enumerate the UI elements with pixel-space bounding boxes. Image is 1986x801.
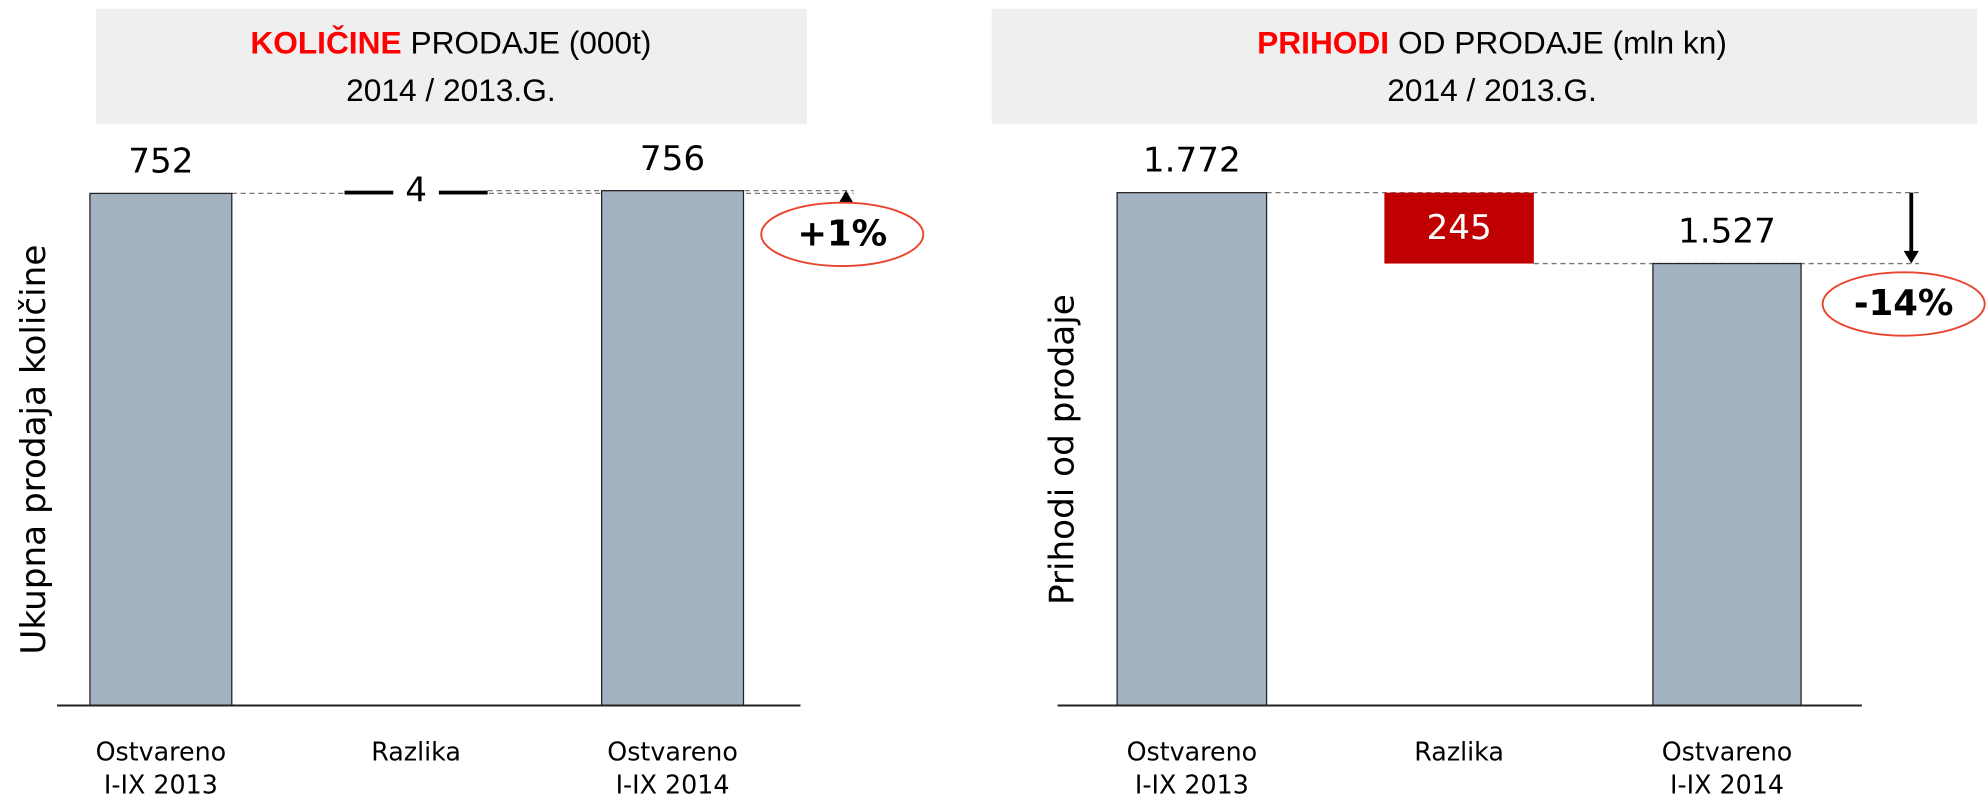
value-label: 1.527 [1678, 212, 1776, 252]
title-rest: OD PRODAJE (mln kn) [1398, 25, 1727, 61]
x-tick-label: Ostvareno [1662, 737, 1793, 767]
x-tick-label: Ostvareno [1127, 737, 1258, 767]
chart-subtitle: 2014 / 2013.G. [1387, 72, 1596, 108]
annotation: -14% [1854, 283, 1954, 324]
value-label: 1.772 [1143, 141, 1241, 181]
arrow-head [838, 190, 854, 204]
x-tick-label: I-IX 2013 [104, 770, 218, 800]
value-label: 752 [128, 142, 193, 182]
title-box [96, 8, 807, 125]
title-box [991, 8, 1978, 125]
y-axis-label: Ukupna prodaja količine [14, 245, 54, 655]
value-label: 4 [405, 170, 427, 210]
delta-bar [1384, 192, 1534, 264]
title-highlight: KOLIČINE [250, 25, 401, 61]
x-tick-label: I-IX 2014 [1670, 770, 1784, 800]
x-tick-label: Ostvareno [96, 737, 227, 767]
arrow-head [1903, 250, 1919, 264]
chart-title: PRIHODI OD PRODAJE (mln kn) [1257, 25, 1727, 61]
annotation: +1% [797, 214, 887, 255]
annotation-ellipse [760, 201, 925, 267]
annotation-ellipse [1821, 271, 1986, 337]
bar [600, 190, 745, 707]
chart-title: KOLIČINE PRODAJE (000t) [250, 25, 651, 61]
label-bg [393, 172, 439, 209]
x-tick-label: I-IX 2013 [1135, 770, 1249, 800]
value-label: 245 [1426, 208, 1491, 248]
title-highlight: PRIHODI [1257, 25, 1389, 61]
chart-subtitle: 2014 / 2013.G. [346, 72, 555, 108]
bar [1652, 262, 1802, 707]
x-tick-label: Ostvareno [607, 737, 738, 767]
title-rest: PRODAJE (000t) [410, 25, 651, 61]
value-label: 756 [640, 139, 705, 179]
y-axis-label: Prihodi od prodaje [1042, 294, 1082, 605]
bar [89, 192, 233, 707]
x-tick-label: I-IX 2014 [616, 770, 730, 800]
bar [1116, 192, 1268, 707]
x-tick-label: Razlika [1414, 737, 1504, 767]
x-tick-label: Razlika [371, 737, 461, 767]
